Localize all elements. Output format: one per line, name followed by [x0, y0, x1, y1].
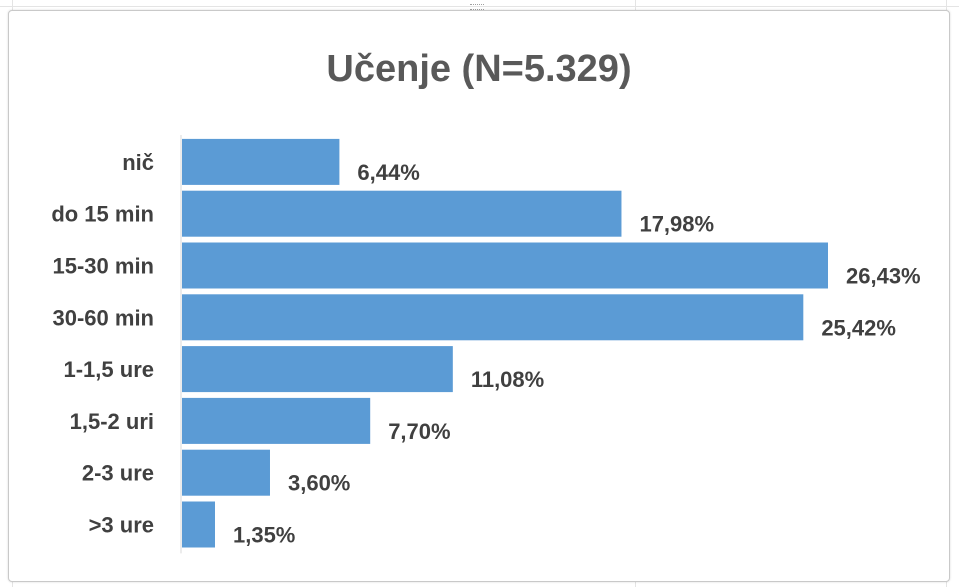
bar-0[interactable]: [182, 138, 340, 185]
data-labels: 6,44% 17,98% 26,43% 25,42% 11,08% 7,70% 3,60% 1…: [233, 160, 921, 548]
data-label: 6,44%: [357, 160, 419, 185]
data-label: 25,42%: [821, 315, 896, 340]
chart-area[interactable]: Učenje (N=5.329) nič do 15 min 15-30 min 30…: [8, 10, 950, 582]
bar-1[interactable]: [182, 190, 622, 237]
category-label: 1-1,5 ure: [64, 357, 155, 382]
chart-resize-handle[interactable]: [470, 4, 484, 10]
bar-3[interactable]: [182, 294, 804, 341]
category-label: 30-60 min: [53, 305, 155, 330]
data-label: 11,08%: [471, 367, 544, 392]
bar-2[interactable]: [182, 242, 828, 289]
chart-title: Učenje (N=5.329): [326, 48, 631, 90]
bar-chart: Učenje (N=5.329) nič do 15 min 15-30 min 30…: [51, 48, 921, 554]
data-label: 7,70%: [388, 419, 450, 444]
category-label: 1,5-2 uri: [70, 409, 154, 434]
category-label: nič: [122, 150, 154, 175]
category-label: >3 ure: [89, 513, 154, 538]
category-label: do 15 min: [51, 202, 154, 227]
category-labels: nič do 15 min 15-30 min 30-60 min 1-1,5 ure 1…: [51, 150, 154, 538]
data-label: 17,98%: [639, 212, 714, 237]
bar-group: [182, 138, 828, 548]
category-label: 15-30 min: [53, 254, 155, 279]
category-label: 2-3 ure: [82, 461, 154, 486]
bar-7[interactable]: [182, 501, 215, 548]
bar-5[interactable]: [182, 397, 371, 444]
data-label: 3,60%: [288, 471, 350, 496]
bar-6[interactable]: [182, 449, 270, 496]
data-label: 1,35%: [233, 523, 295, 548]
bar-4[interactable]: [182, 346, 453, 393]
data-label: 26,43%: [846, 264, 921, 289]
sheet-gridline: [0, 6, 959, 7]
